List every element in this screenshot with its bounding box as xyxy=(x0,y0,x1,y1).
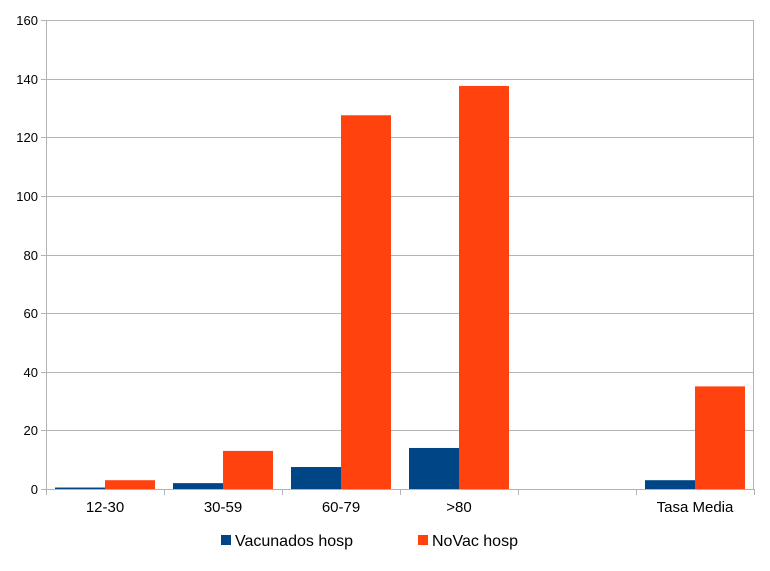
legend: Vacunados hosp NoVac hosp xyxy=(221,533,518,550)
bar-novac xyxy=(223,450,273,489)
y-tick-label: 20 xyxy=(24,423,38,438)
y-tick-label: 0 xyxy=(31,482,38,497)
x-tick-label: 30-59 xyxy=(204,499,242,516)
bar-vacunados xyxy=(173,483,223,489)
y-tick-label: 80 xyxy=(24,248,38,263)
legend-swatch xyxy=(221,535,231,545)
bar-vacunados xyxy=(291,467,341,489)
x-tick-label: Tasa Media xyxy=(657,499,734,516)
y-axis: 0 20 40 60 80 100 120 140 160 xyxy=(16,13,754,497)
bars xyxy=(55,85,745,489)
y-tick-label: 120 xyxy=(16,130,38,145)
y-tick-label: 100 xyxy=(16,189,38,204)
y-tick-label: 160 xyxy=(16,13,38,28)
y-tick-label: 140 xyxy=(16,72,38,87)
bar-vacunados xyxy=(55,487,105,489)
legend-swatch xyxy=(418,535,428,545)
bar-novac xyxy=(459,85,509,489)
bar-novac xyxy=(105,480,155,489)
x-tick-label: >80 xyxy=(446,499,471,516)
x-tick-label: 60-79 xyxy=(322,499,360,516)
bar-novac xyxy=(341,115,391,489)
legend-label: Vacunados hosp xyxy=(235,533,353,550)
gridlines xyxy=(46,20,754,490)
bar-vacunados xyxy=(409,447,459,489)
x-tick-label: 12-30 xyxy=(86,499,124,516)
legend-label: NoVac hosp xyxy=(432,533,518,550)
y-tick-label: 60 xyxy=(24,306,38,321)
bar-vacunados xyxy=(645,480,695,489)
bar-novac xyxy=(695,386,745,489)
x-axis: 12-30 30-59 60-79 >80 Tasa Media xyxy=(46,489,755,516)
y-tick-label: 40 xyxy=(24,365,38,380)
